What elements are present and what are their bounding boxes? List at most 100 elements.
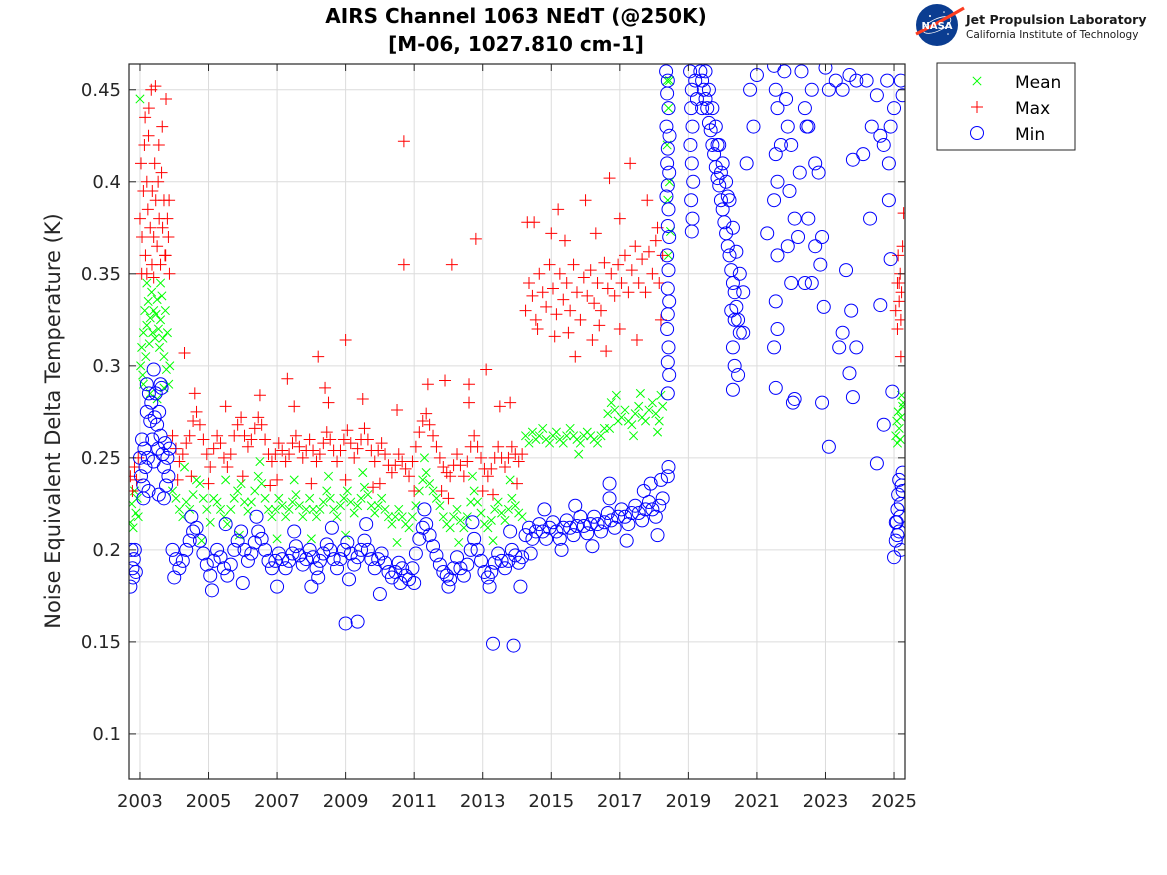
legend-min-circle-icon — [970, 126, 984, 140]
data-point-max — [141, 203, 154, 216]
data-point-min — [251, 524, 266, 539]
data-point-max — [337, 433, 350, 446]
data-point-max — [142, 129, 155, 142]
jpl-subtitle: California Institute of Technology — [966, 29, 1138, 41]
data-point-max — [895, 286, 905, 299]
data-point-min — [139, 404, 154, 419]
data-point-mean — [469, 486, 479, 496]
data-point-min — [701, 115, 716, 130]
data-point-max — [889, 304, 902, 317]
data-point-max — [519, 304, 532, 317]
data-point-mean — [133, 512, 143, 522]
data-point-min — [653, 472, 668, 487]
data-point-max — [259, 433, 272, 446]
data-point-max — [163, 194, 176, 207]
data-point-mean — [538, 423, 548, 433]
data-point-min — [693, 64, 708, 79]
x-tick-label: 2019 — [665, 791, 711, 812]
data-point-mean — [377, 493, 387, 503]
data-point-min — [727, 312, 742, 327]
data-point-mean — [476, 508, 486, 518]
data-point-max — [512, 455, 525, 468]
data-point-min — [659, 119, 674, 134]
data-point-max — [217, 451, 230, 464]
data-point-min — [136, 491, 151, 506]
data-point-mean — [647, 398, 657, 408]
data-point-mean — [394, 504, 404, 514]
nasa-meatball-icon: NASA — [915, 4, 965, 46]
data-point-max — [646, 267, 659, 280]
data-point-min — [347, 557, 362, 572]
data-point-max — [893, 295, 905, 308]
data-point-min — [343, 546, 358, 561]
data-point-min — [247, 535, 262, 550]
data-point-max — [140, 175, 153, 188]
grid — [129, 64, 905, 779]
legend-mean-x-icon — [972, 76, 982, 86]
data-point-max — [624, 157, 637, 170]
data-point-mean — [505, 475, 515, 485]
data-point-max — [248, 422, 261, 435]
data-point-mean — [592, 438, 603, 448]
data-point-min — [583, 517, 598, 532]
data-point-mean — [236, 479, 246, 489]
data-point-max — [593, 319, 606, 332]
data-point-max — [238, 429, 251, 442]
data-point-min — [357, 533, 372, 548]
data-point-max — [219, 400, 232, 413]
data-point-max — [317, 437, 330, 450]
data-point-min — [144, 395, 159, 410]
x-tick-label: 2021 — [734, 791, 780, 812]
data-point-max — [641, 194, 654, 207]
data-point-min — [167, 570, 182, 585]
data-point-max — [569, 350, 582, 363]
data-point-mean — [147, 287, 157, 297]
data-point-min — [412, 531, 427, 546]
plot-area — [129, 64, 905, 779]
data-point-min — [725, 340, 740, 355]
data-point-max — [351, 442, 364, 455]
data-point-max — [396, 455, 409, 468]
data-point-min — [525, 531, 540, 546]
data-point-mean — [215, 504, 226, 514]
data-point-max — [612, 258, 625, 271]
data-point-max — [200, 448, 213, 461]
data-point-min — [278, 561, 293, 576]
data-point-mean — [521, 431, 531, 441]
data-point-min — [175, 553, 190, 568]
data-point-mean — [138, 328, 148, 338]
data-point-mean — [332, 512, 342, 522]
data-point-max — [253, 389, 266, 402]
data-point-min — [350, 614, 365, 629]
data-point-mean — [418, 475, 428, 485]
data-point-mean — [140, 306, 150, 316]
data-point-max — [161, 212, 174, 225]
data-point-min — [213, 550, 228, 565]
data-point-mean — [892, 438, 903, 448]
data-point-max — [461, 455, 474, 468]
data-point-min — [306, 550, 321, 565]
y-tick-label: 0.3 — [92, 356, 121, 377]
data-point-min — [299, 552, 314, 567]
data-point-min — [661, 263, 676, 278]
data-point-min — [895, 483, 905, 498]
data-point-min — [835, 82, 850, 97]
data-point-min — [614, 502, 629, 517]
data-point-min — [739, 156, 754, 171]
data-point-min — [441, 579, 456, 594]
data-point-max — [550, 308, 563, 321]
data-point-min — [203, 568, 218, 583]
data-point-mean — [616, 412, 627, 422]
data-point-mean — [634, 401, 644, 411]
data-point-min — [482, 579, 497, 594]
data-point-max — [516, 448, 529, 461]
data-point-min — [624, 506, 639, 521]
data-point-min — [141, 483, 156, 498]
data-point-max — [632, 277, 645, 290]
data-point-min — [234, 524, 249, 539]
data-point-min — [600, 506, 615, 521]
data-point-mean — [255, 456, 265, 467]
data-point-max — [188, 387, 201, 400]
data-point-min — [767, 193, 782, 208]
